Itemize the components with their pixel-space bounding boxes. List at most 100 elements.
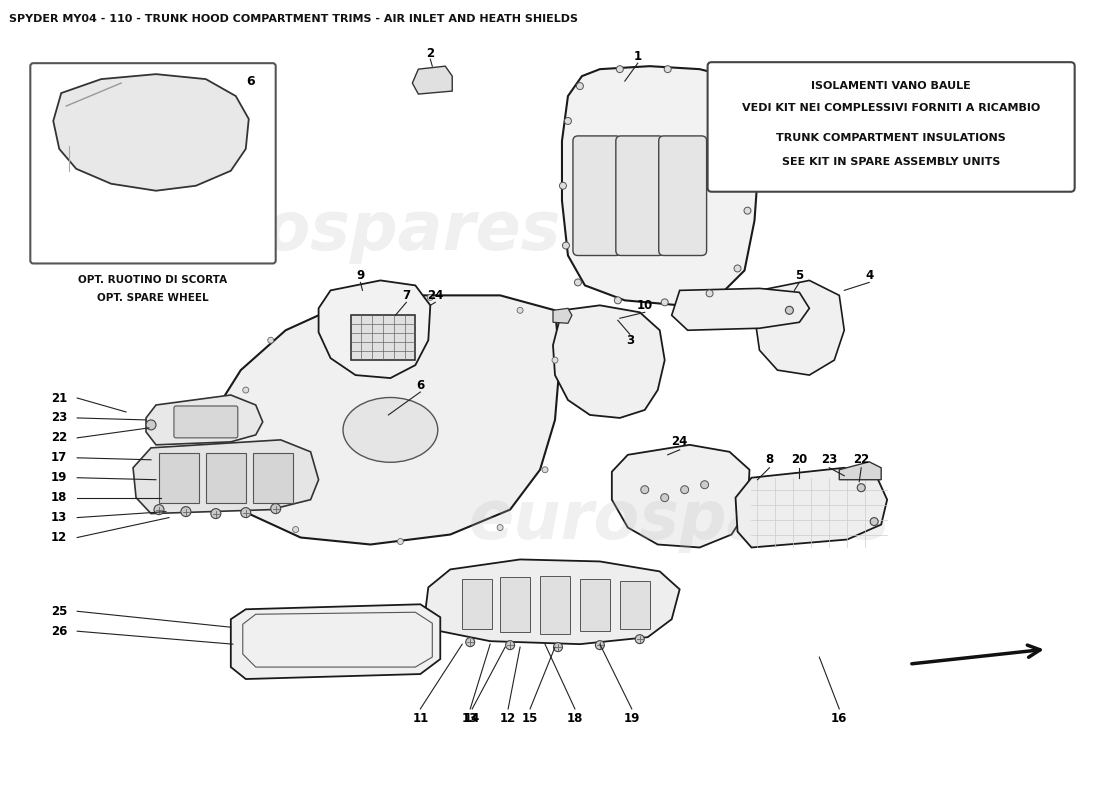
Circle shape: [241, 508, 251, 518]
Bar: [619, 582, 650, 630]
Circle shape: [870, 518, 878, 526]
Text: 21: 21: [51, 391, 67, 405]
Polygon shape: [736, 468, 887, 547]
Text: 17: 17: [51, 451, 67, 464]
Text: 8: 8: [766, 454, 773, 466]
Text: TRUNK COMPARTMENT INSULATIONS: TRUNK COMPARTMENT INSULATIONS: [777, 133, 1006, 143]
Text: 19: 19: [51, 471, 67, 484]
Bar: [351, 315, 416, 360]
Circle shape: [661, 494, 669, 502]
Text: 12: 12: [500, 712, 516, 726]
Circle shape: [154, 505, 164, 514]
Polygon shape: [216, 295, 560, 545]
Circle shape: [506, 641, 515, 650]
Polygon shape: [562, 66, 759, 306]
Circle shape: [595, 641, 604, 650]
Bar: [462, 579, 492, 630]
Text: 23: 23: [822, 454, 837, 466]
Text: 19: 19: [624, 712, 640, 726]
FancyBboxPatch shape: [616, 136, 663, 255]
Circle shape: [146, 420, 156, 430]
Text: 16: 16: [832, 712, 847, 726]
Polygon shape: [53, 74, 249, 190]
Circle shape: [641, 486, 649, 494]
Circle shape: [681, 486, 689, 494]
Text: 18: 18: [566, 712, 583, 726]
Circle shape: [741, 98, 748, 105]
Circle shape: [636, 634, 645, 644]
Circle shape: [614, 297, 622, 304]
Text: VEDI KIT NEI COMPLESSIVI FORNITI A RICAMBIO: VEDI KIT NEI COMPLESSIVI FORNITI A RICAM…: [742, 103, 1041, 113]
Circle shape: [785, 306, 793, 314]
Polygon shape: [133, 440, 319, 514]
Text: 13: 13: [51, 511, 67, 524]
Polygon shape: [231, 604, 440, 679]
FancyBboxPatch shape: [31, 63, 276, 263]
Text: 2: 2: [426, 46, 434, 60]
Circle shape: [328, 306, 333, 311]
Text: eurospares: eurospares: [140, 198, 561, 263]
Text: 20: 20: [791, 454, 807, 466]
Circle shape: [734, 265, 741, 272]
Circle shape: [708, 73, 715, 80]
Polygon shape: [553, 306, 664, 418]
Bar: [206, 453, 245, 502]
Circle shape: [564, 118, 571, 125]
Circle shape: [701, 481, 708, 489]
Circle shape: [744, 207, 751, 214]
Text: 22: 22: [854, 454, 869, 466]
Circle shape: [560, 182, 566, 190]
Circle shape: [397, 538, 404, 545]
Circle shape: [216, 432, 222, 438]
Bar: [253, 453, 293, 502]
Circle shape: [465, 638, 475, 646]
Text: 6: 6: [246, 74, 255, 88]
Circle shape: [562, 242, 570, 249]
Text: 9: 9: [356, 269, 364, 282]
Circle shape: [574, 279, 582, 286]
FancyBboxPatch shape: [659, 136, 706, 255]
Circle shape: [664, 66, 671, 73]
Text: OPT. RUOTINO DI SCORTA: OPT. RUOTINO DI SCORTA: [78, 275, 228, 286]
Circle shape: [427, 294, 433, 300]
Text: 23: 23: [51, 411, 67, 425]
Polygon shape: [612, 445, 749, 547]
Polygon shape: [839, 462, 881, 480]
Text: 24: 24: [671, 435, 688, 448]
Text: 24: 24: [427, 289, 443, 302]
Text: SPYDER MY04 - 110 - TRUNK HOOD COMPARTMENT TRIMS - AIR INLET AND HEATH SHIELDS: SPYDER MY04 - 110 - TRUNK HOOD COMPARTME…: [10, 14, 579, 24]
Text: 3: 3: [626, 334, 634, 346]
Ellipse shape: [343, 398, 438, 462]
Text: 1: 1: [634, 50, 641, 62]
Circle shape: [661, 299, 668, 306]
Circle shape: [243, 387, 249, 393]
Polygon shape: [553, 308, 572, 323]
Text: 18: 18: [51, 491, 67, 504]
Circle shape: [552, 357, 558, 363]
Text: 22: 22: [51, 431, 67, 444]
Polygon shape: [755, 281, 845, 375]
Circle shape: [553, 642, 562, 652]
Text: SEE KIT IN SPARE ASSEMBLY UNITS: SEE KIT IN SPARE ASSEMBLY UNITS: [782, 157, 1000, 167]
FancyBboxPatch shape: [573, 136, 620, 255]
Bar: [580, 579, 609, 631]
Text: 4: 4: [865, 269, 873, 282]
Circle shape: [616, 66, 624, 73]
Text: 14: 14: [464, 712, 481, 726]
Bar: [160, 453, 199, 502]
Circle shape: [267, 338, 274, 343]
Text: 13: 13: [462, 712, 478, 726]
Polygon shape: [319, 281, 430, 378]
Text: 11: 11: [412, 712, 429, 726]
Circle shape: [857, 484, 866, 492]
Text: 26: 26: [51, 625, 67, 638]
Polygon shape: [146, 395, 263, 445]
Text: 5: 5: [795, 269, 803, 282]
Text: 7: 7: [403, 289, 410, 302]
Circle shape: [748, 147, 755, 154]
Circle shape: [517, 307, 524, 314]
FancyBboxPatch shape: [707, 62, 1075, 192]
Bar: [500, 578, 530, 632]
FancyBboxPatch shape: [174, 406, 238, 438]
Polygon shape: [426, 559, 680, 644]
